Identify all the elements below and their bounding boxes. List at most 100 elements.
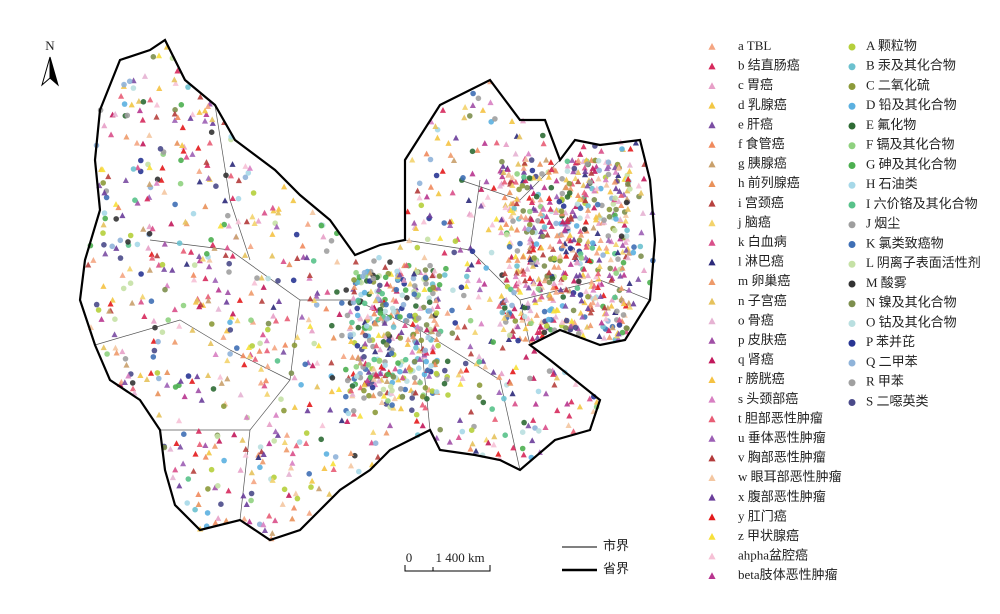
cancer-point: [615, 198, 622, 204]
cancer-point: [153, 113, 160, 120]
pollution-point: [210, 386, 217, 392]
cancer-point: [506, 263, 513, 269]
pollution-point: [521, 419, 527, 426]
cancer-point: [525, 422, 532, 429]
cancer-point: [112, 344, 119, 351]
pollution-point: [418, 337, 425, 344]
pollution-point: [226, 260, 232, 267]
cancer-point: [392, 365, 399, 372]
pollution-point: [489, 406, 496, 412]
cancer-point: [101, 189, 108, 196]
cancer-point: [156, 411, 163, 418]
legend-label: g 胰腺癌: [738, 156, 787, 171]
cancer-point: [150, 317, 157, 324]
cancer-point: [211, 245, 218, 251]
cancer-point: [347, 387, 355, 394]
cancer-point: [183, 260, 190, 267]
cancer-point: [224, 357, 231, 364]
pollution-point: [178, 157, 184, 164]
cancer-point: [617, 216, 624, 222]
pollution-point: [615, 256, 621, 262]
cancer-point: [100, 344, 107, 351]
cancer-point: [260, 521, 267, 528]
cancer-point: [434, 303, 441, 309]
pollution-point: [154, 370, 161, 376]
cancer-point: [409, 156, 416, 163]
cancer-point: [223, 517, 230, 524]
pollution-point: [560, 294, 566, 300]
cancer-point: [370, 365, 377, 372]
pollution-point: [177, 180, 184, 187]
cancer-point: [85, 261, 92, 268]
cancer-point: [395, 376, 402, 383]
cancer-point: [112, 201, 120, 207]
cancer-point: [350, 294, 357, 301]
cancer-point: [320, 233, 327, 240]
cancer-point: [189, 327, 196, 333]
legend-label: L 阴离子表面活性剂: [866, 255, 981, 270]
pollution-point: [265, 326, 271, 333]
cancer-point: [349, 354, 356, 360]
cancer-point: [626, 161, 633, 168]
cancer-point: [625, 299, 632, 306]
cancer-point: [416, 194, 423, 201]
cancer-point: [627, 145, 634, 152]
cancer-point: [172, 466, 179, 473]
cancer-point: [427, 183, 434, 190]
city-label: 市界: [603, 538, 629, 553]
pollution-point: [492, 116, 498, 122]
pollution-point: [427, 156, 434, 163]
cancer-point: [251, 279, 258, 286]
cancer-point: [527, 307, 534, 314]
cancer-point: [435, 284, 442, 291]
pollution-point: [155, 338, 161, 345]
cancer-point: [623, 247, 630, 253]
cancer-point: [224, 289, 231, 296]
pollution-point: [190, 210, 197, 217]
cancer-point: [255, 217, 262, 224]
pollution-point: [423, 280, 429, 287]
cancer-point: [387, 282, 394, 289]
cancer-point: [593, 249, 600, 256]
cancer-point: [527, 244, 534, 250]
cancer-point: [554, 307, 561, 313]
pollution-point: [422, 274, 429, 281]
pollution-point: [397, 314, 403, 320]
pollution-point: [433, 172, 440, 179]
pollution-point: [423, 322, 430, 328]
pollution-point: [248, 317, 254, 324]
cancer-point: [306, 509, 313, 516]
cancer-point: [264, 363, 271, 369]
pollution-point: [517, 240, 523, 247]
cancer-point: [511, 400, 519, 407]
cancer-point: [591, 168, 598, 174]
pollution-point: [192, 506, 198, 513]
pollution-point: [414, 244, 421, 251]
cancer-point: [583, 288, 590, 295]
cancer-point: [559, 319, 566, 325]
cancer-point: [461, 323, 468, 330]
pollution-point: [363, 323, 370, 329]
pollution-point: [435, 342, 441, 349]
cancer-point: [546, 269, 553, 276]
cancer-point: [481, 140, 488, 146]
cancer-point: [307, 295, 314, 302]
pollution-point: [130, 85, 137, 91]
cancer-point: [161, 266, 168, 272]
cancer-point: [212, 484, 219, 491]
legend-label: G 砷及其化合物: [866, 156, 957, 171]
cancer-point: [524, 265, 531, 272]
pollution-point: [527, 375, 533, 382]
cancer-point: [582, 197, 589, 204]
pollution-point: [461, 292, 467, 299]
legend-circle: [848, 201, 856, 209]
cancer-point: [287, 464, 295, 471]
legend-triangle: [708, 82, 716, 89]
pollution-point: [409, 407, 415, 414]
cancer-point: [584, 272, 592, 279]
cancer-point: [215, 515, 222, 521]
pollution-point: [540, 132, 546, 139]
cancer-point: [446, 218, 453, 225]
cancer-point: [306, 272, 313, 278]
cancer-point: [242, 446, 249, 452]
